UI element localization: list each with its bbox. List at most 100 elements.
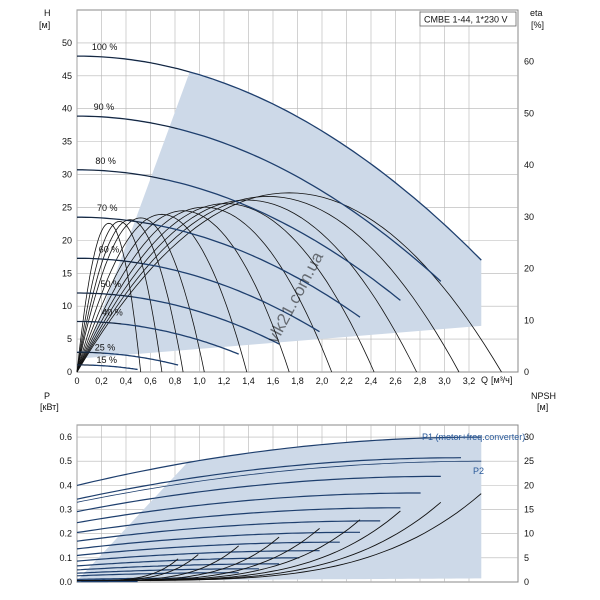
speed-label: 15 % <box>96 355 117 365</box>
speed-curve-shutoff <box>77 352 104 354</box>
head-tick-label: 50 <box>62 38 72 48</box>
flow-tick-label: 1,0 <box>193 376 206 386</box>
npsh-tick-label: 30 <box>524 432 534 442</box>
eta-axis-unit: [%] <box>531 20 544 30</box>
speed-label: 50 % <box>100 279 121 289</box>
head-panel: 0 0,2 0,4 0,6 0,8 1,0 1,2 1,4 1,6 1,8 2,0 2,2 2,4 2,6… <box>39 8 544 386</box>
flow-tick-label: 2,2 <box>340 376 353 386</box>
eta-axis-ticks: 0 10 20 30 40 50 60 <box>524 57 534 377</box>
power-axis-ticks: 0.0 0.1 0.2 0.3 0.4 0.5 0.6 <box>59 432 72 587</box>
speed-labels: 100 % 90 % 80 % 70 % 60 % 50 % 40 % 25 % 15 % <box>92 42 123 365</box>
power-curve <box>76 457 462 500</box>
flow-axis-unit: [м³/ч] <box>491 375 512 385</box>
eta-curve <box>76 217 205 373</box>
eta-curve <box>76 195 460 373</box>
speed-curve-shutoff <box>77 55 190 73</box>
head-tick-label: 45 <box>62 71 72 81</box>
model-label: CMBE 1-44, 1*230 V <box>424 15 508 25</box>
power-curve <box>76 475 441 513</box>
npsh-axis-unit: [м] <box>537 402 548 412</box>
head-tick-label: 5 <box>67 334 72 344</box>
eta-tick-label: 0 <box>524 367 529 377</box>
eta-tick-label: 20 <box>524 264 534 274</box>
flow-tick-label: 0,8 <box>169 376 182 386</box>
eta-tick-label: 60 <box>524 57 534 67</box>
head-tick-label: 15 <box>62 268 72 278</box>
power-tick-label: 0.3 <box>59 505 72 515</box>
head-tick-label: 25 <box>62 202 72 212</box>
flow-axis-ticks: 0 0,2 0,4 0,6 0,8 1,0 1,2 1,4 1,6 1,8 2,0 2,2 2,4 2,6… <box>74 376 475 386</box>
power-axis-title: P <box>44 391 50 401</box>
power-tick-label: 0.0 <box>59 577 72 587</box>
speed-label: 40 % <box>102 307 123 317</box>
head-tick-label: 0 <box>67 367 72 377</box>
power-operating-area <box>77 437 482 581</box>
power-curve <box>76 572 239 577</box>
flow-tick-label: 3,2 <box>463 376 476 386</box>
power-curve <box>76 557 300 567</box>
flow-tick-label: 2,0 <box>316 376 329 386</box>
head-curves <box>77 55 482 371</box>
eta-curve <box>76 213 248 373</box>
p2-series-label: P2 <box>473 466 484 476</box>
speed-curve-shutoff <box>77 258 144 264</box>
power-tick-label: 0.5 <box>59 456 72 466</box>
power-curve <box>76 507 401 534</box>
speed-label: 60 % <box>99 244 120 254</box>
eta-tick-label: 50 <box>524 108 534 118</box>
flow-tick-label: 1,4 <box>242 376 255 386</box>
npsh-tick-label: 20 <box>524 480 534 490</box>
power-curve <box>76 492 421 524</box>
speed-curve-shutoff <box>77 216 156 226</box>
eta-curve <box>76 222 142 373</box>
power-operating-area-fill <box>77 437 482 581</box>
power-panel: 0.0 0.1 0.2 0.3 0.4 0.5 0.6 0 5 10 15 20 25 30 P [кВ… <box>40 391 556 587</box>
head-axis-unit: [м] <box>39 20 50 30</box>
eta-curve <box>76 206 333 373</box>
operating-area-fill <box>83 71 482 363</box>
power-curve <box>76 568 259 574</box>
flow-tick-label: 1,2 <box>218 376 231 386</box>
head-axis-title: H <box>44 8 51 18</box>
power-tick-label: 0.6 <box>59 432 72 442</box>
flow-tick-label: 3,0 <box>438 376 451 386</box>
eta-axis-title: eta <box>530 8 543 18</box>
flow-tick-label: 0,4 <box>120 376 133 386</box>
power-curve <box>76 563 280 571</box>
speed-curve-shutoff <box>77 321 122 325</box>
power-curve <box>76 550 320 562</box>
speed-label: 25 % <box>95 342 116 352</box>
power-tick-label: 0.1 <box>59 553 72 563</box>
head-tick-label: 35 <box>62 137 72 147</box>
flow-tick-label: 2,4 <box>365 376 378 386</box>
head-tick-label: 10 <box>62 301 72 311</box>
npsh-axis-title: NPSH <box>531 391 556 401</box>
head-operating-area <box>83 71 482 363</box>
npsh-tick-label: 5 <box>524 553 529 563</box>
flow-tick-label: 0,6 <box>144 376 157 386</box>
eta-tick-label: 40 <box>524 160 534 170</box>
speed-label: 70 % <box>97 203 118 213</box>
flow-tick-label: 1,6 <box>267 376 280 386</box>
flow-axis-title: Q <box>481 375 488 385</box>
speed-label: 80 % <box>95 156 116 166</box>
head-tick-label: 20 <box>62 235 72 245</box>
flow-tick-label: 1,8 <box>291 376 304 386</box>
speed-curve-shutoff <box>77 292 134 298</box>
eta-curve <box>76 203 375 373</box>
flow-tick-label: 2,6 <box>389 376 402 386</box>
npsh-curves <box>77 493 482 582</box>
speed-curve-shutoff <box>77 115 178 129</box>
power-tick-label: 0.4 <box>59 480 72 490</box>
npsh-curve <box>77 558 179 582</box>
npsh-tick-label: 25 <box>524 456 534 466</box>
npsh-axis-ticks: 0 5 10 15 20 25 30 <box>524 432 534 587</box>
flow-tick-label: 2,8 <box>414 376 427 386</box>
eta-curve <box>76 219 184 373</box>
eta-tick-label: 30 <box>524 212 534 222</box>
eta-curve <box>76 199 417 373</box>
npsh-tick-label: 0 <box>524 577 529 587</box>
p1-series-label: P1 (motor+freq.converter) <box>422 432 525 442</box>
head-tick-label: 30 <box>62 170 72 180</box>
head-tick-label: 40 <box>62 104 72 114</box>
